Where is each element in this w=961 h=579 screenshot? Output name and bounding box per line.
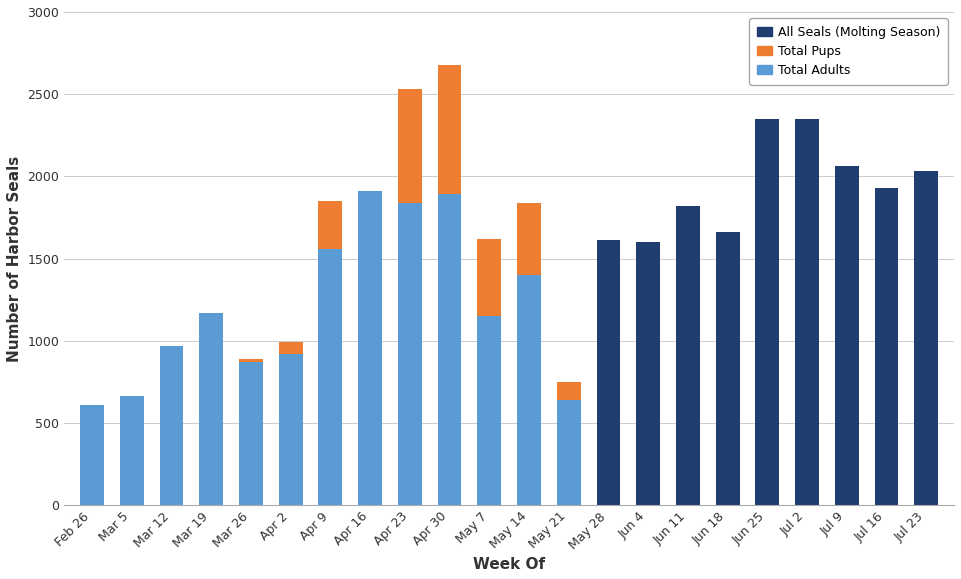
Bar — [716, 232, 740, 505]
Bar — [517, 203, 541, 275]
Bar — [199, 313, 223, 505]
Legend: All Seals (Molting Season), Total Pups, Total Adults: All Seals (Molting Season), Total Pups, … — [750, 18, 948, 85]
Bar — [478, 316, 502, 505]
Bar — [597, 240, 621, 505]
Bar — [437, 195, 461, 505]
Bar — [279, 354, 303, 505]
Y-axis label: Number of Harbor Seals: Number of Harbor Seals — [7, 155, 22, 362]
Bar — [318, 201, 342, 248]
Bar — [676, 206, 700, 505]
Bar — [795, 119, 819, 505]
Bar — [478, 239, 502, 316]
Bar — [398, 89, 422, 203]
Bar — [556, 400, 580, 505]
X-axis label: Week Of: Week Of — [473, 557, 545, 572]
Bar — [239, 362, 263, 505]
Bar — [239, 359, 263, 362]
Bar — [755, 119, 779, 505]
Bar — [358, 191, 382, 505]
Bar — [120, 396, 144, 505]
Bar — [437, 64, 461, 195]
Bar — [160, 346, 184, 505]
Bar — [875, 188, 899, 505]
Bar — [835, 167, 859, 505]
Bar — [398, 203, 422, 505]
Bar — [279, 342, 303, 354]
Bar — [80, 405, 104, 505]
Bar — [914, 171, 938, 505]
Bar — [556, 382, 580, 400]
Bar — [636, 242, 660, 505]
Bar — [318, 248, 342, 505]
Bar — [517, 275, 541, 505]
